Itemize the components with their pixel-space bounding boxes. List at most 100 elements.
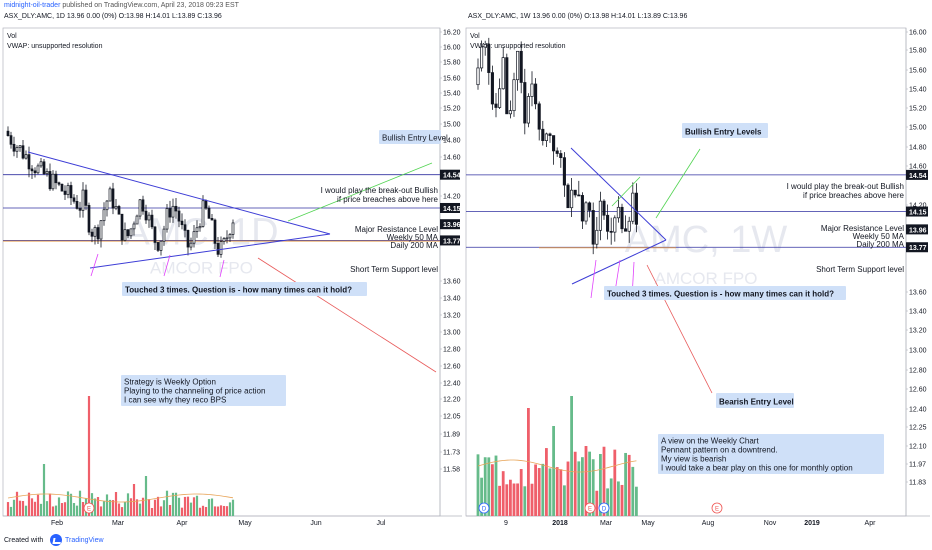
- candle-body: [213, 219, 217, 244]
- price-label: 13.77: [443, 238, 461, 245]
- watermark: AMC, 1D: [124, 212, 278, 254]
- y-tick-label: 14.60: [443, 155, 461, 162]
- candle-body: [45, 171, 49, 175]
- y-tick-label: 11.73: [443, 450, 460, 457]
- y-tick-label: 11.83: [909, 480, 926, 487]
- y-tick-label: 13.00: [909, 348, 927, 355]
- price-label: 14.15: [909, 210, 927, 217]
- candle-body: [42, 161, 46, 175]
- weekly-view-label-line: I would take a bear play on this one for…: [661, 464, 853, 473]
- annotation-arrow: [257, 257, 437, 373]
- volume-bar: [150, 507, 154, 516]
- volume-bar: [156, 496, 160, 516]
- volume-bar: [45, 501, 49, 516]
- candle-body: [566, 184, 570, 209]
- left-ohlc-legend: ASX_DLY:AMC, 1D 13.96 0.00 (0%) O:13.98 …: [4, 13, 222, 20]
- volume-bar: [573, 451, 577, 516]
- candle-body: [66, 185, 70, 195]
- x-tick-label: Mar: [112, 520, 125, 527]
- candle-body: [36, 165, 40, 174]
- volume-bar: [81, 501, 85, 516]
- price-label: 14.15: [443, 206, 461, 213]
- volume-bar: [162, 500, 166, 516]
- candle-body: [613, 217, 617, 233]
- candle-body: [534, 83, 538, 105]
- volume-bar: [171, 492, 175, 516]
- candle-body: [222, 238, 226, 242]
- volume-bar: [159, 506, 163, 516]
- candle-body: [126, 229, 130, 237]
- candle-body: [174, 205, 178, 212]
- volume-bar: [545, 448, 548, 516]
- y-tick-label: 16.20: [443, 30, 461, 37]
- volume-bar: [48, 493, 52, 516]
- volume-bar: [147, 499, 151, 516]
- y-tick-label: 13.40: [909, 309, 927, 316]
- y-tick-label: 11.97: [909, 462, 926, 469]
- candle-body: [616, 206, 620, 219]
- candle-body: [129, 228, 133, 237]
- y-tick-label: 12.80: [909, 368, 927, 375]
- weekly-view-label-bg: [658, 434, 884, 474]
- volume-bar: [210, 498, 214, 516]
- y-tick-label: 13.60: [909, 290, 927, 297]
- y-tick-label: 12.80: [443, 347, 461, 354]
- volume-bar: [620, 484, 624, 516]
- candle-body: [30, 168, 34, 172]
- candle-body: [494, 103, 498, 108]
- tradingview-brand: TradingView: [65, 536, 104, 544]
- event-marker: E: [584, 502, 596, 514]
- event-marker-circle: [711, 502, 723, 514]
- y-tick-label: 12.60: [443, 364, 461, 371]
- candle-body: [505, 57, 509, 115]
- event-marker-circle: [598, 502, 610, 514]
- volume-bar: [584, 446, 588, 516]
- price-label: 13.77: [909, 245, 927, 252]
- candle-body: [180, 220, 184, 226]
- right-ohlc-legend: ASX_DLY:AMC, 1W 13.96 0.00 (0%) O:13.98 …: [468, 13, 688, 20]
- y-tick-label: 12.10: [909, 444, 927, 451]
- touched-label-bg: [122, 282, 367, 296]
- volume-bar: [219, 505, 223, 516]
- price-label-bg: [440, 219, 460, 230]
- annotation-arrow: [287, 162, 433, 222]
- indicator-label: VWAP: unsupported resolution: [7, 43, 103, 50]
- candle-body: [602, 200, 606, 216]
- volume-bar: [78, 490, 82, 516]
- candle-body: [168, 208, 172, 218]
- candle-body: [111, 188, 115, 209]
- candle-body: [6, 130, 10, 136]
- tradingview-logo[interactable]: TradingView: [50, 534, 104, 546]
- candle-body: [591, 210, 595, 245]
- volume-bar: [588, 451, 591, 516]
- author-link[interactable]: midnight-oil-trader: [4, 2, 61, 9]
- right-chart-panel: AMC, 1W AMCOR FPO Vol VWAP: unsupported res…: [465, 27, 930, 527]
- y-tick-label: 14.80: [909, 145, 927, 152]
- candle-body: [544, 133, 548, 141]
- candle-body: [516, 50, 520, 81]
- bullish-entry-label: Bullish Entry Level: [379, 130, 448, 144]
- volume-bar: [168, 504, 172, 516]
- event-marker-circle: [478, 502, 490, 514]
- volume-bar: [476, 454, 480, 516]
- candle-body: [480, 46, 484, 69]
- candle-body: [27, 154, 31, 170]
- candle-body: [228, 234, 232, 239]
- volume-bar: [66, 491, 70, 516]
- price-label-bg: [906, 242, 928, 253]
- candle-body: [195, 227, 199, 233]
- y-tick-label: 13.20: [909, 328, 927, 335]
- price-label-bg: [440, 169, 460, 180]
- event-marker-text: E: [87, 507, 91, 513]
- candle-body: [216, 243, 220, 255]
- daily-ma-text: Daily 200 MA: [856, 240, 904, 249]
- candle-body: [132, 223, 136, 230]
- volume-bar: [505, 484, 509, 516]
- y-tick-label: 13.40: [443, 296, 461, 303]
- volume-bar: [99, 506, 103, 516]
- volume-bar: [609, 478, 613, 516]
- candle-body: [501, 57, 505, 90]
- charts-canvas[interactable]: AMC, 1D AMCOR FPO Vol VWAP: unsupported res…: [0, 22, 932, 532]
- indicator-label: Vol: [7, 33, 17, 40]
- candle-body: [552, 135, 556, 152]
